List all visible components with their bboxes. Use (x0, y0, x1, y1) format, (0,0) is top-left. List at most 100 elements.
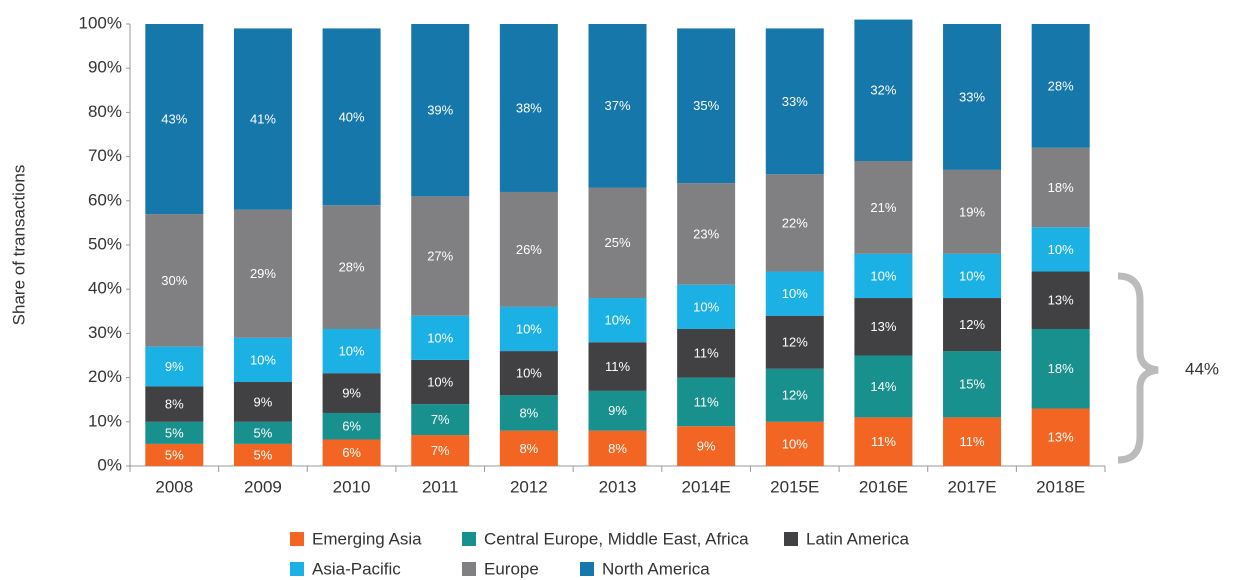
bar-segment (233, 421, 292, 444)
legend-swatch (580, 562, 594, 576)
bar-segment (233, 28, 292, 210)
data-label: 10% (604, 313, 630, 328)
bar-segment (943, 298, 1002, 352)
bar-segment (854, 355, 913, 418)
data-label: 23% (693, 226, 719, 241)
legend-label: Europe (484, 559, 539, 578)
bar-segment (322, 412, 381, 440)
bar-segment (322, 439, 381, 466)
bar-segment (765, 271, 824, 316)
data-label: 10% (693, 299, 719, 314)
bar-segment (677, 28, 736, 184)
annotation: 44% (1185, 359, 1219, 378)
bar-segment (1031, 328, 1090, 409)
data-label: 9% (697, 439, 716, 454)
x-tick-label: 2016E (859, 477, 908, 496)
legend-swatch (290, 562, 304, 576)
data-label: 22% (782, 215, 808, 230)
data-label: 6% (342, 445, 361, 460)
data-label: 28% (1048, 78, 1074, 93)
y-tick-label: 0% (97, 455, 122, 474)
y-tick-label: 50% (88, 234, 122, 253)
data-label: 10% (516, 366, 542, 381)
data-label: 5% (254, 425, 273, 440)
data-label: 10% (782, 286, 808, 301)
bar-segment (943, 417, 1002, 466)
data-label: 13% (1048, 430, 1074, 445)
bar-segment (499, 191, 558, 307)
data-label: 8% (519, 441, 538, 456)
data-label: 38% (516, 100, 542, 115)
data-label: 14% (870, 379, 896, 394)
bar-segment (588, 298, 647, 343)
data-label: 10% (516, 321, 542, 336)
x-tick-label: 2017E (947, 477, 996, 496)
legend-swatch (290, 532, 304, 546)
y-tick-label: 40% (88, 279, 122, 298)
bar-segment (854, 417, 913, 466)
bar-segment (588, 342, 647, 391)
x-tick-label: 2009 (244, 477, 282, 496)
bar-segment (1031, 408, 1090, 466)
y-tick-label: 70% (88, 146, 122, 165)
bar-segment (677, 328, 736, 378)
legend-swatch (462, 532, 476, 546)
data-label: 18% (1048, 361, 1074, 376)
bar-segment (943, 169, 1002, 254)
data-label: 10% (250, 352, 276, 367)
x-tick-label: 2011 (422, 477, 459, 496)
y-tick-label: 100% (79, 13, 122, 32)
y-tick-label: 60% (88, 190, 122, 209)
legend-swatch (784, 532, 798, 546)
data-label: 12% (782, 388, 808, 403)
data-label: 12% (782, 335, 808, 350)
legend-label: Central Europe, Middle East, Africa (484, 529, 749, 548)
data-label: 8% (608, 441, 627, 456)
bar-segment (499, 306, 558, 352)
data-label: 33% (959, 89, 985, 104)
bar-segment (145, 421, 204, 444)
data-label: 10% (1048, 242, 1074, 257)
bar-segment (145, 346, 204, 387)
data-label: 10% (427, 374, 453, 389)
data-label: 11% (960, 434, 985, 449)
bar-segment (322, 205, 381, 329)
bar-segment (854, 161, 913, 254)
bar-segment (499, 351, 558, 396)
data-label: 5% (165, 425, 184, 440)
data-label: 9% (342, 386, 361, 401)
bar-segment (854, 298, 913, 356)
bar-segment (499, 430, 558, 466)
bar-segment (145, 386, 204, 422)
x-tick-label: 2010 (333, 477, 371, 496)
legend-label: Asia-Pacific (312, 559, 401, 578)
bar-segment (499, 24, 558, 192)
bar-segment (588, 430, 647, 466)
legend-label: Emerging Asia (312, 529, 422, 548)
data-label: 11% (605, 359, 630, 374)
y-tick-label: 90% (88, 58, 122, 77)
data-label: 10% (959, 268, 985, 283)
data-label: 13% (1048, 293, 1074, 308)
bar-segment (322, 328, 381, 374)
data-label: 15% (959, 377, 985, 392)
y-tick-label: 80% (88, 102, 122, 121)
bar-segment (1031, 271, 1090, 329)
bar-segment (588, 187, 647, 299)
bar-segment (499, 395, 558, 431)
bar-segment (588, 24, 647, 188)
bar-segment (145, 24, 204, 215)
data-label: 25% (604, 235, 630, 250)
bar-segment (765, 174, 824, 272)
data-label: 10% (339, 344, 365, 359)
x-tick-label: 2012 (510, 477, 548, 496)
bar-segment (677, 284, 736, 329)
bar-segment (677, 377, 736, 427)
data-label: 33% (782, 94, 808, 109)
x-tick-label: 2018E (1036, 477, 1085, 496)
data-label: 37% (604, 98, 630, 113)
bar-segment (233, 209, 292, 338)
bar-segment (765, 421, 824, 466)
data-label: 8% (165, 397, 184, 412)
